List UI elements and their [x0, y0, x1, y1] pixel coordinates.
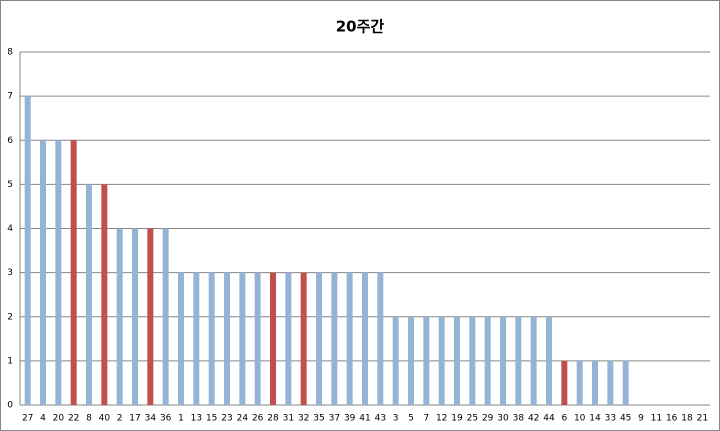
- bar: [193, 272, 200, 405]
- bar: [392, 316, 399, 405]
- x-tick-label: 25: [467, 414, 478, 424]
- x-tick-label: 3: [393, 414, 399, 424]
- x-tick-label: 17: [129, 414, 140, 424]
- bar: [254, 272, 261, 405]
- x-tick-label: 43: [375, 414, 386, 424]
- x-tick-label: 19: [451, 414, 463, 424]
- x-tick-label: 33: [605, 414, 616, 424]
- bar: [592, 360, 598, 405]
- bar: [224, 272, 230, 405]
- x-tick-label: 7: [423, 414, 429, 424]
- x-tick-label: 6: [561, 414, 567, 424]
- x-tick-label: 42: [528, 414, 539, 424]
- bar: [270, 272, 276, 405]
- bar: [331, 272, 338, 405]
- bar: [515, 316, 522, 405]
- x-tick-label: 35: [313, 414, 324, 424]
- x-tick-label: 12: [436, 414, 447, 424]
- bar: [162, 228, 169, 405]
- bar: [500, 316, 506, 405]
- x-tick-label: 23: [221, 414, 232, 424]
- bar: [622, 360, 629, 405]
- x-tick-label: 8: [86, 414, 92, 424]
- bar: [377, 272, 384, 405]
- x-tick-label: 31: [283, 414, 294, 424]
- x-tick-label: 37: [329, 414, 340, 424]
- x-tick-label: 22: [68, 414, 79, 424]
- bar: [484, 316, 491, 405]
- bar: [362, 272, 368, 405]
- x-tick-label: 21: [697, 414, 708, 424]
- bar: [530, 316, 537, 405]
- x-tick-label: 28: [267, 414, 279, 424]
- bar: [178, 272, 184, 405]
- x-tick-label: 16: [666, 414, 678, 424]
- bar: [40, 140, 46, 405]
- x-tick-label: 34: [145, 414, 157, 424]
- bar: [438, 316, 445, 405]
- x-tick-label: 24: [237, 414, 249, 424]
- y-tick-label: 8: [7, 48, 13, 58]
- x-tick-label: 18: [681, 414, 693, 424]
- y-tick-label: 3: [7, 268, 13, 278]
- bar: [454, 316, 460, 405]
- bar: [239, 272, 246, 405]
- bar: [316, 272, 322, 405]
- y-tick-label: 0: [7, 401, 13, 411]
- y-tick-label: 1: [7, 356, 13, 366]
- bar: [576, 360, 583, 405]
- y-tick-label: 5: [7, 180, 13, 190]
- y-tick-label: 7: [7, 92, 13, 102]
- x-tick-label: 44: [543, 414, 555, 424]
- x-tick-label: 40: [99, 414, 111, 424]
- bar: [86, 184, 92, 405]
- chart-title: 20주간: [336, 18, 385, 36]
- x-tick-label: 41: [359, 414, 370, 424]
- bar: [101, 184, 108, 405]
- bar: [132, 228, 138, 405]
- bar: [285, 272, 292, 405]
- x-tick-label: 15: [206, 414, 217, 424]
- bar: [546, 316, 552, 405]
- y-tick-label: 4: [7, 224, 13, 234]
- bar: [116, 228, 123, 405]
- x-tick-label: 20: [53, 414, 65, 424]
- x-tick-label: 11: [651, 414, 662, 424]
- bar: [300, 272, 307, 405]
- y-tick-label: 2: [7, 312, 13, 322]
- x-tick-label: 10: [574, 414, 586, 424]
- bar: [469, 316, 476, 405]
- x-tick-label: 13: [191, 414, 202, 424]
- x-tick-label: 45: [620, 414, 631, 424]
- bar: [408, 316, 414, 405]
- x-tick-label: 14: [589, 414, 601, 424]
- x-tick-label: 29: [482, 414, 494, 424]
- x-tick-label: 36: [160, 414, 172, 424]
- x-tick-label: 9: [638, 414, 644, 424]
- x-tick-label: 2: [117, 414, 123, 424]
- bar: [147, 228, 154, 405]
- bar: [208, 272, 215, 405]
- bar: [70, 140, 77, 405]
- bar: [561, 360, 568, 405]
- bar: [24, 96, 31, 405]
- x-tick-label: 27: [22, 414, 33, 424]
- x-tick-label: 30: [497, 414, 509, 424]
- bar: [346, 272, 353, 405]
- x-tick-label: 38: [513, 414, 525, 424]
- y-tick-label: 6: [7, 136, 13, 146]
- x-tick-label: 32: [298, 414, 309, 424]
- bar: [607, 360, 614, 405]
- x-tick-label: 1: [178, 414, 184, 424]
- bar: [423, 316, 430, 405]
- x-tick-label: 4: [40, 414, 46, 424]
- x-tick-label: 39: [344, 414, 356, 424]
- bar: [55, 140, 62, 405]
- x-tick-label: 5: [408, 414, 414, 424]
- x-tick-label: 26: [252, 414, 264, 424]
